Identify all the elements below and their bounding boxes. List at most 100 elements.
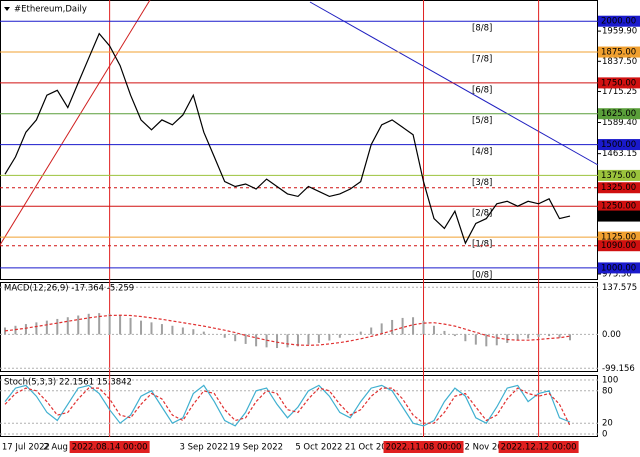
histogram-bar [453,334,456,337]
histogram-bar [296,334,299,347]
price-box [598,46,640,58]
histogram-bar [244,334,247,344]
histogram-bar [108,313,111,335]
date-box [383,441,464,453]
y-tick-label: -99.156 [602,364,635,374]
histogram-bar [391,319,394,335]
price-box [598,139,640,151]
x-tick-label: 17 Jul 2022 [2,443,50,453]
histogram-bar [87,313,90,335]
histogram-bar [307,334,310,345]
stoch-title: Stoch(5,3,3) 22.1561 15.3842 [4,378,132,388]
histogram-bar [24,324,27,335]
price-box-label: 1500.00 [601,140,636,150]
histogram-bar [370,327,373,335]
macd-panel [0,282,598,372]
price-box [598,240,640,252]
price-box [598,169,640,181]
histogram-bar [276,334,279,349]
date-box [69,441,150,453]
histogram-bar [181,327,184,335]
histogram-bar [119,315,122,335]
histogram-bar [317,334,320,343]
histogram-bar [223,334,226,338]
level-tag: [0/8] [472,270,492,280]
histogram-bar [359,331,362,335]
y-tick-label: 1589.40 [602,118,637,128]
series-line [4,314,571,346]
last-price-label: 1210.16 [601,212,636,222]
chart-title: #Ethereum,Daily [14,5,87,15]
level-tag: [4/8] [472,147,492,157]
histogram-bar [66,317,69,335]
y-tick-label: 20 [602,419,613,429]
histogram-bar [338,334,341,338]
histogram-bar [160,324,163,335]
price-box [598,231,640,243]
price-box-label: 1250.00 [601,202,636,212]
level-tag: [5/8] [472,116,492,126]
histogram-bar [422,320,425,335]
date-box-label: 2022.12.12 00:00 [501,443,577,453]
date-box-label: 2022.11.08 00:00 [386,443,462,453]
y-tick-label: 1715.25 [602,87,637,97]
histogram-bar [98,313,101,335]
price-box [598,15,640,27]
series-line [4,32,571,245]
histogram-bar [265,334,268,348]
price-box-label: 1375.00 [601,171,636,181]
histogram-bar [192,329,195,335]
series-line [4,384,571,427]
macd-title: MACD(12,26,9) -17.364 -5.259 [4,284,134,294]
y-tick-label: 1837.50 [602,57,637,67]
histogram-bar [537,334,540,338]
histogram-bar [77,315,80,335]
histogram-bar [255,334,258,347]
last-price-box [598,210,640,222]
y-tick-label: 0.00 [602,330,621,340]
histogram-bar [286,334,289,348]
x-tick-label: 21 Oct 2022 [345,443,398,453]
price-box [598,200,640,212]
price-box-label: 1090.00 [601,241,636,251]
histogram-bar [328,334,331,341]
histogram-bar [202,331,205,335]
level-tag: [1/8] [472,240,492,250]
histogram-bar [234,334,237,342]
price-box-label: 1000.00 [601,263,636,273]
histogram-bar [56,318,59,335]
y-tick-label: 100 [602,376,618,386]
histogram-bar [140,320,143,335]
histogram-bar [485,334,488,347]
level-tag: [6/8] [472,85,492,95]
histogram-bar [506,334,509,343]
histogram-bar [432,325,435,335]
main-panel [0,0,598,280]
y-tick-label: 80 [602,386,613,396]
histogram-bar [464,334,467,342]
y-tick-label: 1959.90 [602,27,637,37]
x-tick-label: 5 Oct 2022 [295,443,342,453]
histogram-bar [548,334,551,337]
price-box-label: 1625.00 [601,109,636,119]
histogram-bar [569,334,571,341]
histogram-bar [45,320,48,335]
y-tick-label: 137.575 [602,283,637,293]
price-box-label: 1875.00 [601,48,636,58]
level-tag: [2/8] [472,209,492,219]
date-box-label: 2022.08.14 00:00 [72,443,148,453]
date-box [498,441,579,453]
level-tag: [3/8] [472,178,492,188]
x-tick-label: 19 Sep 2022 [229,443,283,453]
price-box-label: 2000.00 [601,17,636,27]
histogram-bar [4,327,6,335]
trend-line [309,1,599,166]
histogram-bar [129,317,132,335]
histogram-bar [35,322,38,335]
histogram-bar [150,322,153,335]
y-tick-label: 0 [602,430,607,440]
menu-arrow [4,7,10,11]
price-box [598,77,640,89]
trend-line [0,0,151,246]
